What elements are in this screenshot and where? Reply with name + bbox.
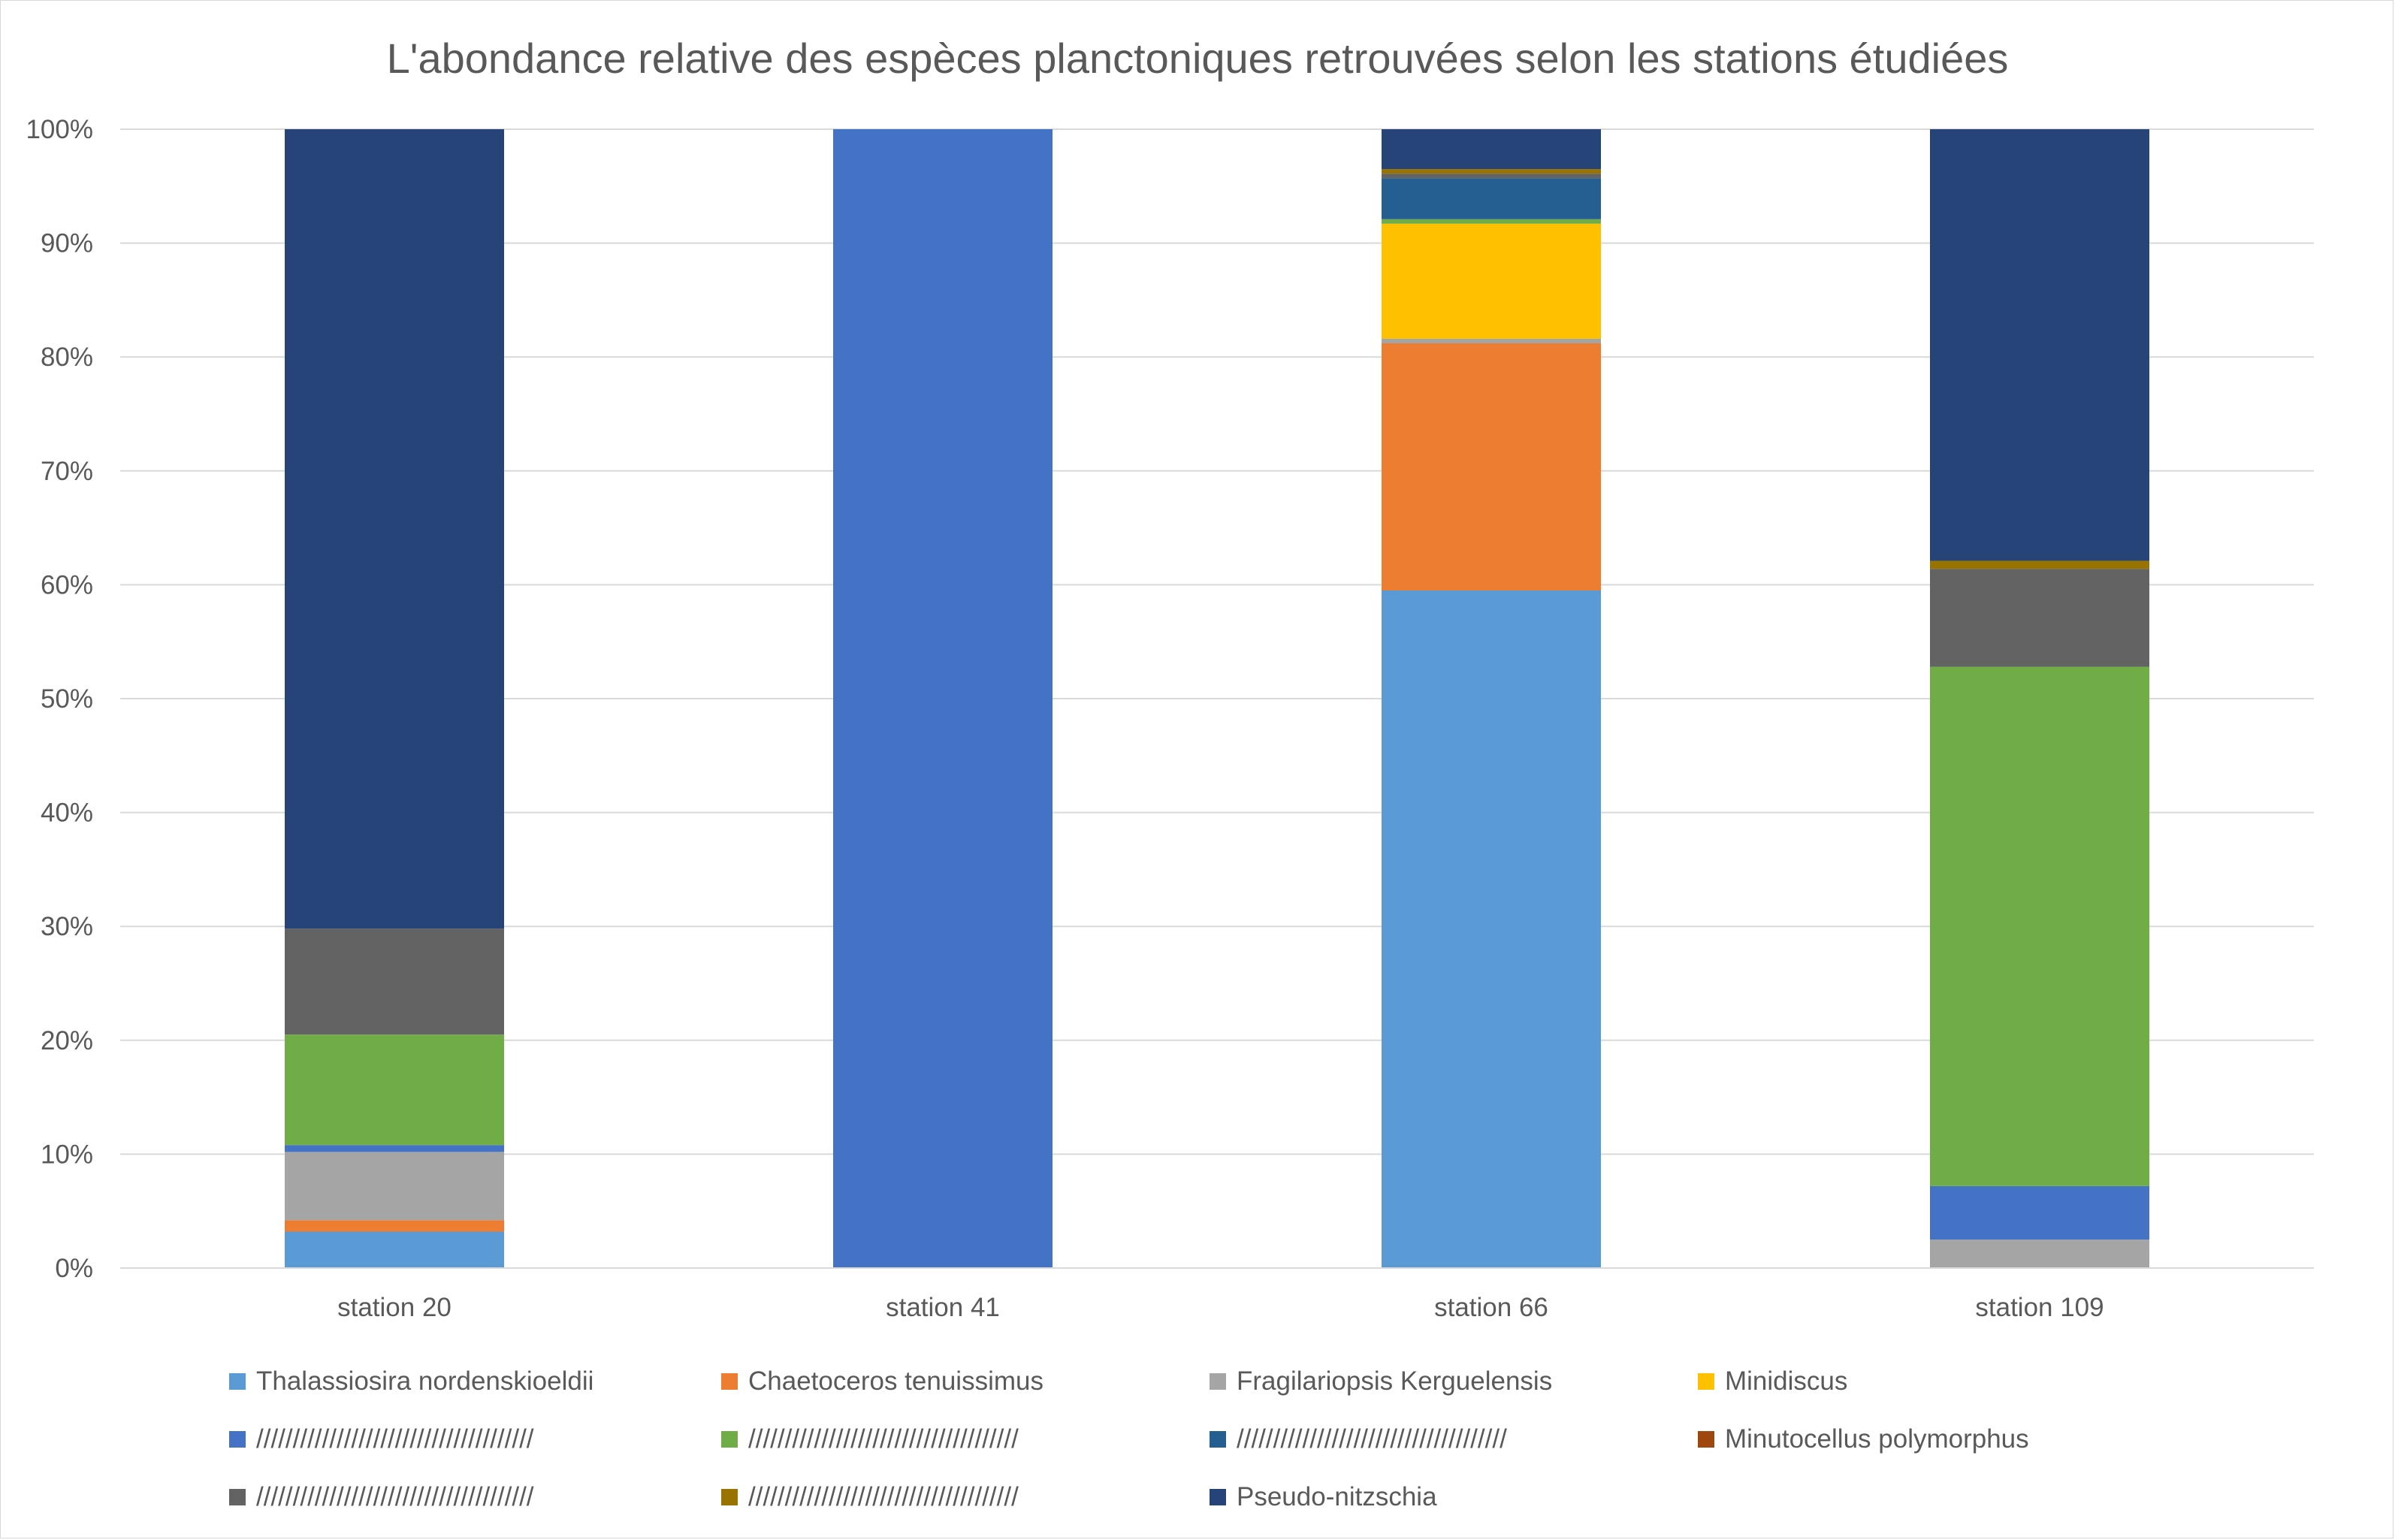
legend-swatch <box>229 1488 246 1505</box>
bar-segment-station-20-series-10 <box>285 129 504 929</box>
y-tick-label: 100% <box>26 115 93 144</box>
bar-segment-station-20-series-5 <box>285 1034 504 1146</box>
y-tick-label: 40% <box>41 799 93 828</box>
legend-item: Chaetoceros tenuissimus <box>721 1352 1043 1410</box>
legend-row: ////////////////////////////////////////… <box>229 1410 2182 1468</box>
bar-segment-station-20-series-2 <box>285 1152 504 1221</box>
legend-item: ////////////////////////////////////// <box>229 1468 534 1526</box>
y-tick-label: 70% <box>41 457 93 486</box>
bar-segment-station-66-series-6 <box>1382 178 1601 219</box>
legend-label: Thalassiosira nordenskioeldii <box>256 1366 594 1396</box>
legend-item: Fragilariopsis Kerguelensis <box>1210 1352 1552 1410</box>
bar-segment-station-109-series-5 <box>1930 666 2149 1186</box>
bar-segment-station-41-series-4 <box>833 129 1053 1268</box>
legend-item: ///////////////////////////////////// <box>721 1468 1019 1526</box>
legend-label: Chaetoceros tenuissimus <box>748 1366 1043 1396</box>
y-tick-label: 0% <box>55 1254 93 1283</box>
bar-segment-station-109-series-2 <box>1930 1240 2149 1268</box>
bar-segment-station-109-series-9 <box>1930 560 2149 569</box>
legend-label: ////////////////////////////////////// <box>256 1424 534 1454</box>
x-tick-label: station 20 <box>337 1293 452 1322</box>
chart-plot-area: 0% 10% 20% 30% 40% 50% 60% 70% 80% 90% 100% statio… <box>26 115 2314 1322</box>
x-axis-ticks: station 20 station 41 station 66 station 10… <box>337 1293 2104 1322</box>
chart-title: L'abondance relative des espèces plancto… <box>386 35 2009 82</box>
legend-swatch <box>1210 1488 1226 1505</box>
bar-segment-station-109-series-8 <box>1930 569 2149 667</box>
legend-label: Fragilariopsis Kerguelensis <box>1237 1366 1553 1396</box>
bar-segment-station-66-series-2 <box>1382 338 1601 344</box>
legend-item: Thalassiosira nordenskioeldii <box>229 1352 593 1410</box>
legend-swatch <box>1210 1430 1226 1448</box>
bar-segment-station-66-series-9 <box>1382 169 1601 174</box>
bar-segment-station-66-series-3 <box>1382 223 1601 339</box>
legend-swatch <box>721 1430 738 1448</box>
y-tick-label: 30% <box>41 912 93 941</box>
y-tick-label: 80% <box>41 343 93 372</box>
legend-item: ///////////////////////////////////// <box>721 1410 1019 1468</box>
y-tick-label: 60% <box>41 570 93 599</box>
legend-label: Pseudo-nitzschia <box>1237 1481 1437 1511</box>
bars <box>285 129 2149 1268</box>
y-axis-ticks: 0% 10% 20% 30% 40% 50% 60% 70% 80% 90% 100% <box>26 115 93 1283</box>
bar-segment-station-109-series-4 <box>1930 1185 2149 1240</box>
y-tick-label: 10% <box>41 1140 93 1169</box>
bar-segment-station-66-series-1 <box>1382 343 1601 590</box>
legend-row: ////////////////////////////////////////… <box>229 1468 2182 1526</box>
legend: Thalassiosira nordenskioeldii Chaetoceros… <box>229 1352 2182 1526</box>
legend-swatch <box>1698 1372 1714 1390</box>
legend-item: Minutocellus polymorphus <box>1698 1410 2029 1468</box>
bar-segment-station-20-series-1 <box>285 1220 504 1232</box>
legend-swatch <box>721 1488 738 1505</box>
legend-label: Minidiscus <box>1725 1366 1848 1396</box>
legend-row: Thalassiosira nordenskioeldii Chaetoceros… <box>229 1352 2182 1410</box>
legend-swatch <box>229 1430 246 1448</box>
legend-label: ///////////////////////////////////// <box>748 1481 1019 1511</box>
bar-segment-station-66-series-8 <box>1382 174 1601 179</box>
bar-segment-station-66-series-5 <box>1382 219 1601 224</box>
bar-segment-station-20-series-8 <box>285 929 504 1035</box>
legend-label: Minutocellus polymorphus <box>1725 1424 2029 1454</box>
legend-item: Minidiscus <box>1698 1352 1847 1410</box>
legend-label: ///////////////////////////////////// <box>748 1424 1019 1454</box>
legend-swatch <box>1698 1430 1714 1448</box>
legend-swatch <box>1210 1372 1226 1390</box>
bar-segment-station-20-series-4 <box>285 1145 504 1152</box>
legend-swatch <box>229 1372 246 1390</box>
x-tick-label: station 66 <box>1434 1293 1548 1322</box>
legend-label: ///////////////////////////////////// <box>1237 1424 1507 1454</box>
y-tick-label: 20% <box>41 1026 93 1055</box>
bar-segment-station-66-series-10 <box>1382 129 1601 170</box>
y-tick-label: 90% <box>41 229 93 258</box>
legend-item: Pseudo-nitzschia <box>1210 1468 1437 1526</box>
y-tick-label: 50% <box>41 684 93 714</box>
bar-segment-station-20-series-0 <box>285 1231 504 1268</box>
legend-item: ///////////////////////////////////// <box>1210 1410 1507 1468</box>
legend-label: ////////////////////////////////////// <box>256 1481 534 1511</box>
x-tick-label: station 41 <box>886 1293 1000 1322</box>
legend-swatch <box>721 1372 738 1390</box>
bar-segment-station-66-series-0 <box>1382 590 1601 1268</box>
x-tick-label: station 109 <box>1975 1293 2104 1322</box>
legend-item: ////////////////////////////////////// <box>229 1410 534 1468</box>
bar-segment-station-109-series-10 <box>1930 129 2149 561</box>
